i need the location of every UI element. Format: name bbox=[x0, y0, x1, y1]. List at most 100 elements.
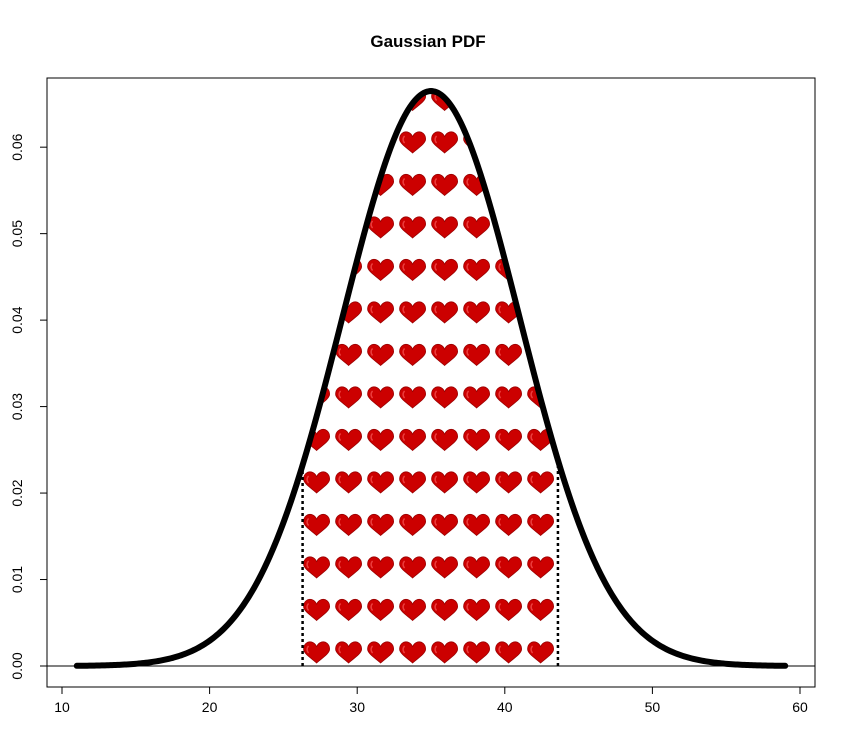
heart-icon bbox=[526, 471, 555, 494]
heart-icon bbox=[334, 173, 363, 197]
heart-icon bbox=[302, 216, 331, 239]
heart-icon bbox=[462, 301, 491, 324]
heart-icon bbox=[430, 471, 459, 494]
heart-icon bbox=[302, 258, 331, 282]
heart-icon bbox=[560, 642, 586, 663]
heart-icon bbox=[366, 91, 395, 112]
x-tick-label: 40 bbox=[497, 699, 513, 715]
heart-icon bbox=[366, 598, 395, 622]
heart-icon bbox=[560, 259, 586, 280]
heart-icon bbox=[430, 343, 459, 367]
heart-icon bbox=[526, 513, 555, 537]
heart-icon bbox=[560, 89, 586, 110]
heart-icon bbox=[366, 513, 395, 537]
heart-icon bbox=[334, 386, 363, 409]
heart-icon bbox=[560, 174, 586, 195]
heart-icon bbox=[366, 301, 395, 324]
heart-icon bbox=[398, 598, 427, 622]
heart-icon bbox=[302, 513, 331, 537]
heart-icon bbox=[526, 258, 555, 282]
heart-icon bbox=[494, 386, 523, 409]
pdf-curve bbox=[73, 88, 789, 669]
heart-icon bbox=[430, 216, 459, 239]
heart-icon bbox=[494, 428, 523, 452]
y-tick-label: 0.02 bbox=[9, 479, 25, 506]
heart-icon bbox=[398, 173, 427, 197]
heart-icon bbox=[430, 258, 459, 282]
heart-icon bbox=[494, 641, 523, 664]
x-tick-label: 50 bbox=[645, 699, 661, 715]
heart-icon bbox=[398, 216, 427, 239]
heart-icon bbox=[334, 513, 363, 537]
heart-icon bbox=[398, 301, 427, 324]
heart-icon bbox=[494, 598, 523, 622]
y-tick-label: 0.04 bbox=[9, 306, 25, 333]
heart-icon bbox=[398, 343, 427, 367]
chart-title: Gaussian PDF bbox=[370, 32, 485, 51]
heart-icon bbox=[560, 387, 586, 408]
heart-icon bbox=[462, 513, 491, 537]
heart-icon bbox=[398, 513, 427, 537]
heart-icon bbox=[560, 302, 586, 323]
heart-icon bbox=[526, 641, 555, 664]
heart-icon bbox=[462, 556, 491, 579]
heart-icon bbox=[398, 471, 427, 494]
heart-icon bbox=[366, 386, 395, 409]
heart-icon bbox=[398, 428, 427, 452]
heart-icon bbox=[462, 91, 491, 112]
heart-icon bbox=[398, 556, 427, 579]
heart-icon bbox=[302, 131, 331, 154]
y-axis: 0.00 0.01 0.02 0.03 0.04 0.05 0.06 bbox=[9, 133, 48, 680]
heart-icon bbox=[526, 598, 555, 622]
heart-icon bbox=[398, 641, 427, 664]
heart-icon bbox=[430, 513, 459, 537]
heart-icon bbox=[494, 91, 523, 112]
heart-icon bbox=[430, 386, 459, 409]
heart-icon bbox=[334, 556, 363, 579]
heart-icon bbox=[430, 131, 459, 154]
heart-icon bbox=[398, 386, 427, 409]
heart-icon bbox=[430, 301, 459, 324]
heart-icon bbox=[334, 428, 363, 452]
heart-icon bbox=[462, 641, 491, 664]
heart-icon bbox=[430, 428, 459, 452]
heart-icon bbox=[494, 173, 523, 197]
heart-icon bbox=[560, 132, 586, 153]
heart-icon bbox=[560, 344, 586, 365]
y-tick-label: 0.06 bbox=[9, 133, 25, 160]
heart-icon bbox=[560, 599, 586, 620]
heart-icon bbox=[366, 343, 395, 367]
heart-icon bbox=[494, 471, 523, 494]
heart-icon bbox=[302, 301, 331, 324]
heart-icon bbox=[430, 598, 459, 622]
heart-icon bbox=[462, 471, 491, 494]
x-tick-label: 30 bbox=[349, 699, 365, 715]
y-tick-label: 0.01 bbox=[9, 566, 25, 593]
heart-icon bbox=[366, 641, 395, 664]
heart-fill-pattern bbox=[302, 89, 586, 664]
x-tick-label: 20 bbox=[202, 699, 218, 715]
y-tick-label: 0.05 bbox=[9, 220, 25, 247]
heart-icon bbox=[302, 598, 331, 622]
y-tick-label: 0.03 bbox=[9, 393, 25, 420]
heart-icon bbox=[494, 131, 523, 154]
heart-icon bbox=[334, 91, 363, 112]
heart-icon bbox=[302, 173, 331, 197]
heart-icon bbox=[462, 258, 491, 282]
heart-icon bbox=[462, 386, 491, 409]
heart-icon bbox=[560, 557, 586, 578]
heart-icon bbox=[334, 641, 363, 664]
plot-frame bbox=[46, 77, 816, 688]
heart-icon bbox=[526, 91, 555, 112]
heart-icon bbox=[526, 556, 555, 579]
heart-icon bbox=[526, 301, 555, 324]
heart-icon bbox=[494, 556, 523, 579]
heart-icon bbox=[366, 428, 395, 452]
heart-icon bbox=[560, 217, 586, 238]
heart-icon bbox=[334, 471, 363, 494]
x-tick-label: 10 bbox=[54, 699, 70, 715]
heart-icon bbox=[462, 598, 491, 622]
x-axis: 10 20 30 40 50 60 bbox=[54, 686, 808, 715]
heart-icon bbox=[430, 556, 459, 579]
